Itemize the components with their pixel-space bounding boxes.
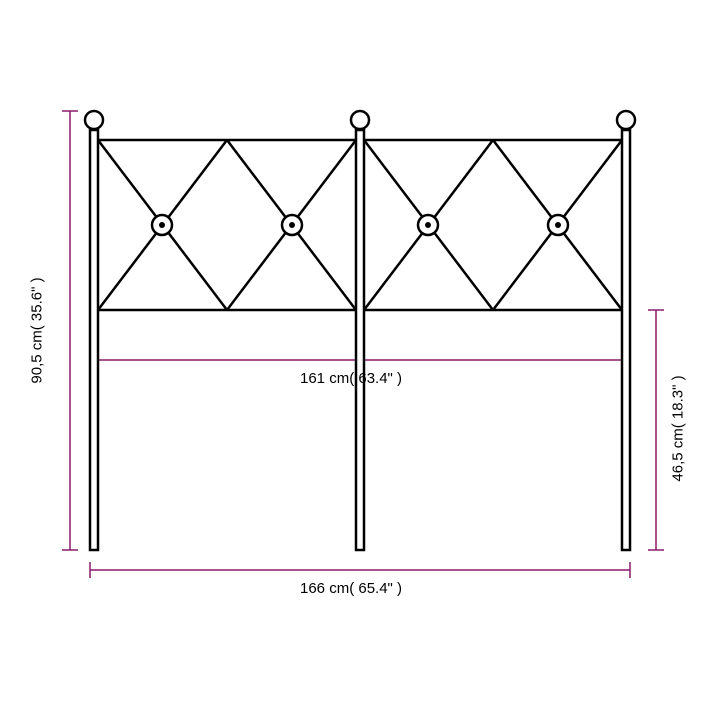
dim-width-inner: 161 cm( 63.4" ): [300, 370, 402, 387]
dim-height-total: 90,5 cm( 35.6" ): [29, 277, 46, 383]
left-panel-pattern: [98, 140, 356, 310]
right-panel-pattern: [364, 140, 622, 310]
diagram-canvas: [0, 0, 724, 724]
headboard-product: [85, 111, 635, 550]
dim-width-outer: 166 cm( 65.4" ): [300, 580, 402, 597]
dim-height-leg: 46,5 cm( 18.3" ): [670, 375, 687, 481]
